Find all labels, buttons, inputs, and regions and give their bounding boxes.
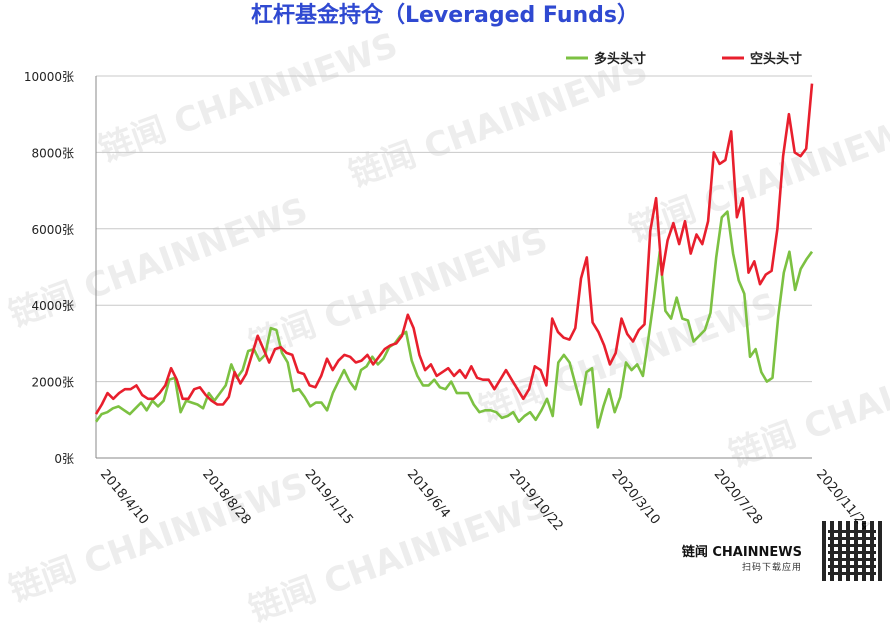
- y-tick-label: 6000张: [31, 223, 74, 237]
- y-tick-label: 8000张: [31, 146, 74, 160]
- x-tick-label: 2019/10/22: [506, 467, 566, 534]
- series-line-1: [94, 83, 814, 415]
- x-tick-label: 2020/7/28: [711, 467, 765, 528]
- y-tick-label: 0张: [54, 452, 74, 466]
- series-lines: [94, 83, 814, 429]
- x-tick-label: 2019/1/15: [302, 467, 356, 528]
- y-axis-tick-labels: 0张 2000张 4000张 6000张 8000张 10000张: [24, 70, 74, 466]
- legend-label: 多头头寸: [594, 51, 646, 67]
- chart-title: 杠杆基金持仓（Leveraged Funds）: [250, 3, 640, 28]
- x-axis-tick-labels: 2018/4/10 2018/8/28 2019/1/15 2019/6/4 2019/…: [97, 467, 873, 534]
- x-tick-label: 2018/4/10: [97, 467, 151, 528]
- y-tick-label: 10000张: [24, 70, 74, 84]
- y-tick-label: 4000张: [31, 299, 74, 313]
- x-tick-label: 2018/8/28: [199, 467, 253, 528]
- gridlines: [95, 75, 812, 459]
- brand-subtitle: 扫码下载应用: [741, 563, 802, 573]
- legend-label: 空头头寸: [750, 51, 802, 67]
- y-tick-label: 2000张: [31, 376, 74, 390]
- qr-code-icon: [822, 521, 882, 581]
- brand-block: 链闻 CHAINNEWS 扫码下载应用: [682, 541, 802, 573]
- legend: 多头头寸 空头头寸: [566, 51, 802, 67]
- brand-name: 链闻 CHAINNEWS: [681, 545, 802, 560]
- x-tick-label: 2020/3/10: [608, 467, 662, 528]
- series-line-0: [94, 210, 814, 429]
- x-tick-label: 2019/6/4: [404, 467, 453, 521]
